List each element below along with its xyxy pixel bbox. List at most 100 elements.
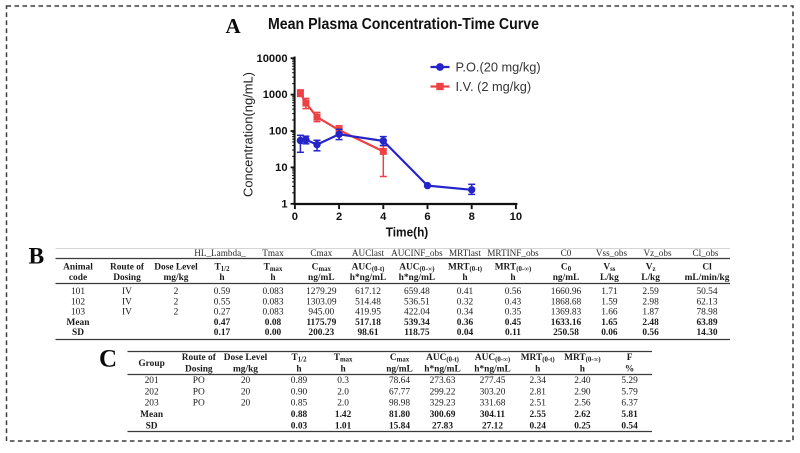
svg-text:118.75: 118.75 <box>404 328 430 338</box>
svg-text:2: 2 <box>336 211 342 223</box>
svg-text:98.98: 98.98 <box>389 399 410 409</box>
svg-text:Dose Level: Dose Level <box>224 353 268 363</box>
svg-text:1000: 1000 <box>263 89 288 101</box>
svg-text:1.59: 1.59 <box>601 297 618 307</box>
svg-text:Dosing: Dosing <box>185 365 213 375</box>
svg-text:300.69: 300.69 <box>430 410 456 420</box>
svg-text:C0: C0 <box>561 248 572 258</box>
svg-text:I.V. (2 mg/kg): I.V. (2 mg/kg) <box>456 79 532 94</box>
svg-text:2.56: 2.56 <box>574 399 591 409</box>
svg-text:1.42: 1.42 <box>335 410 352 420</box>
svg-text:1303.09: 1303.09 <box>306 297 337 307</box>
svg-text:0.00: 0.00 <box>265 328 282 338</box>
svg-text:536.51: 536.51 <box>404 297 430 307</box>
svg-text:AUCINF_obs: AUCINF_obs <box>391 248 443 258</box>
svg-text:Cmax: Cmax <box>390 353 410 364</box>
svg-text:517.18: 517.18 <box>355 318 381 328</box>
svg-text:h: h <box>219 273 225 283</box>
svg-text:81.80: 81.80 <box>389 410 410 420</box>
svg-text:0.88: 0.88 <box>291 410 308 420</box>
svg-text:0.35: 0.35 <box>505 308 522 318</box>
svg-text:MRTlast: MRTlast <box>449 248 482 258</box>
svg-text:h: h <box>535 365 541 375</box>
svg-text:h: h <box>462 273 468 283</box>
svg-text:50.54: 50.54 <box>696 287 717 297</box>
svg-text:Route of: Route of <box>110 263 145 273</box>
svg-text:ng/mL: ng/mL <box>386 365 413 375</box>
svg-text:Tmax: Tmax <box>262 248 284 258</box>
svg-text:Mean: Mean <box>67 318 91 328</box>
svg-text:0.11: 0.11 <box>505 328 521 338</box>
svg-text:B: B <box>29 244 45 270</box>
svg-text:617.12: 617.12 <box>355 287 381 297</box>
svg-text:277.45: 277.45 <box>480 376 506 386</box>
svg-text:2: 2 <box>174 308 179 318</box>
svg-text:0.27: 0.27 <box>214 308 231 318</box>
svg-text:MRT(0-t): MRT(0-t) <box>521 353 555 364</box>
svg-text:T1/2: T1/2 <box>215 263 231 274</box>
svg-text:1.66: 1.66 <box>601 308 618 318</box>
svg-text:2.40: 2.40 <box>574 376 591 386</box>
svg-text:201: 201 <box>145 376 159 386</box>
svg-text:PO: PO <box>193 399 205 409</box>
svg-text:945.00: 945.00 <box>308 308 334 318</box>
svg-text:0.36: 0.36 <box>457 318 474 328</box>
svg-text:1.65: 1.65 <box>601 318 618 328</box>
svg-text:100: 100 <box>269 126 288 138</box>
svg-text:C0: C0 <box>561 263 572 274</box>
svg-text:h*ng/mL: h*ng/mL <box>424 365 460 375</box>
svg-text:5.29: 5.29 <box>621 376 638 386</box>
svg-text:8: 8 <box>469 211 475 223</box>
svg-text:Mean: Mean <box>140 410 164 420</box>
svg-text:h: h <box>270 273 276 283</box>
svg-text:h*ng/mL: h*ng/mL <box>474 365 510 375</box>
svg-text:20: 20 <box>241 399 251 409</box>
svg-text:5.79: 5.79 <box>621 387 638 397</box>
svg-text:IV: IV <box>122 297 132 307</box>
svg-text:0.85: 0.85 <box>291 399 308 409</box>
svg-text:Group: Group <box>138 359 164 369</box>
svg-text:SD: SD <box>72 328 84 338</box>
svg-text:mg/kg: mg/kg <box>233 365 258 375</box>
svg-text:mL/min/kg: mL/min/kg <box>685 273 730 283</box>
svg-text:10: 10 <box>275 162 287 174</box>
svg-text:Vz_obs: Vz_obs <box>643 248 671 258</box>
svg-text:1.01: 1.01 <box>335 421 352 431</box>
svg-text:0.06: 0.06 <box>601 328 618 338</box>
svg-text:5.81: 5.81 <box>621 410 638 420</box>
svg-text:2: 2 <box>174 297 179 307</box>
svg-text:2.0: 2.0 <box>337 399 349 409</box>
svg-text:62.13: 62.13 <box>696 297 717 307</box>
svg-text:101: 101 <box>71 287 85 297</box>
svg-text:67.77: 67.77 <box>389 387 410 397</box>
svg-text:0.89: 0.89 <box>291 376 308 386</box>
svg-text:Mean Plasma Concentration-Time: Mean Plasma Concentration-Time Curve <box>268 16 539 33</box>
svg-text:0.45: 0.45 <box>505 318 522 328</box>
svg-text:103: 103 <box>71 308 85 318</box>
svg-text:Dose Level: Dose Level <box>154 263 198 273</box>
svg-text:MRT(0-t): MRT(0-t) <box>448 263 482 274</box>
svg-text:78.98: 78.98 <box>696 308 717 318</box>
svg-text:MRT(0-∞): MRT(0-∞) <box>564 353 601 364</box>
svg-text:15.84: 15.84 <box>389 421 410 431</box>
svg-text:Route of: Route of <box>182 353 217 363</box>
svg-text:Vz: Vz <box>646 263 656 274</box>
svg-text:0.17: 0.17 <box>214 328 231 338</box>
svg-text:h: h <box>580 365 586 375</box>
svg-text:200.23: 200.23 <box>308 328 334 338</box>
svg-text:h*ng/mL: h*ng/mL <box>350 273 386 283</box>
svg-text:SD: SD <box>146 421 158 431</box>
svg-text:0.04: 0.04 <box>457 328 474 338</box>
svg-text:C: C <box>99 346 117 373</box>
svg-text:2.0: 2.0 <box>337 387 349 397</box>
svg-text:L/kg: L/kg <box>600 273 619 283</box>
svg-text:Cl: Cl <box>702 263 712 273</box>
svg-text:659.48: 659.48 <box>404 287 430 297</box>
svg-text:1.71: 1.71 <box>601 287 618 297</box>
svg-text:mg/kg: mg/kg <box>163 273 188 283</box>
svg-text:Vss_obs: Vss_obs <box>596 248 628 258</box>
svg-text:1660.96: 1660.96 <box>551 287 582 297</box>
svg-text:10000: 10000 <box>256 53 287 65</box>
svg-text:Cl_obs: Cl_obs <box>692 248 718 258</box>
svg-text:1: 1 <box>281 198 287 210</box>
